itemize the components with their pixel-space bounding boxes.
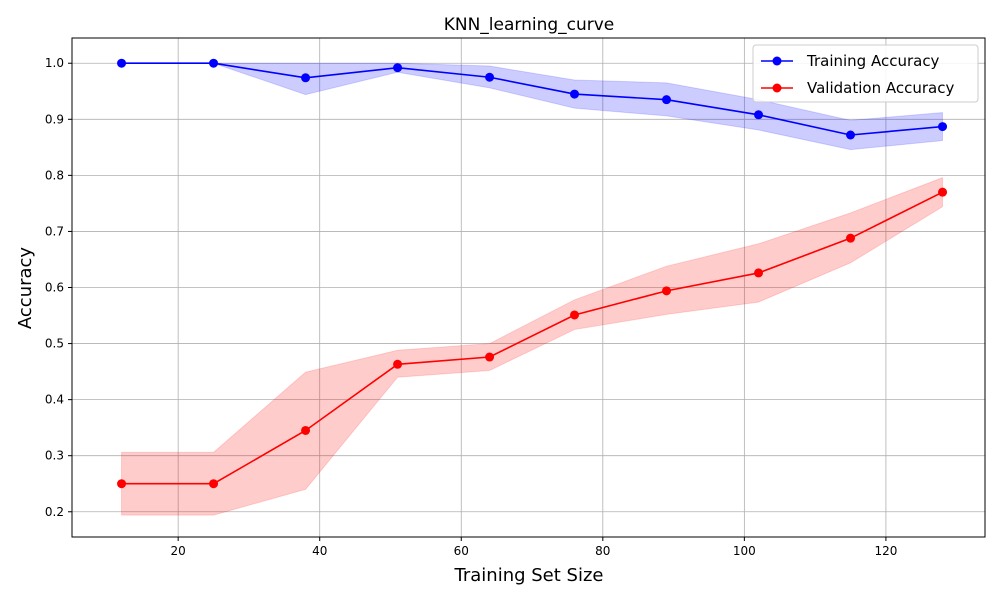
x-tick-label: 100 [733, 544, 756, 558]
legend-marker [772, 56, 782, 66]
series-1-point [754, 268, 764, 278]
legend-marker [772, 83, 782, 93]
series-0-line [121, 62, 943, 136]
y-tick-label: 0.6 [45, 281, 64, 295]
y-tick-label: 0.7 [45, 224, 64, 238]
series-1-band [121, 176, 944, 516]
series-1-point [301, 425, 311, 435]
series-0-point [570, 89, 580, 99]
series-0-point [393, 63, 403, 73]
legend-label: Training Accuracy [806, 52, 940, 70]
series-0-point [209, 58, 219, 68]
legend-label: Validation Accuracy [807, 79, 954, 97]
series-0-point [662, 95, 672, 105]
y-axis-label: Accuracy [15, 247, 36, 330]
series-1-point [485, 352, 495, 362]
legend: Training Accuracy Validation Accuracy [752, 44, 979, 103]
x-tick-label: 80 [595, 544, 610, 558]
series-0-point [938, 122, 948, 132]
x-tick-label: 120 [874, 544, 897, 558]
series-1-point [846, 233, 856, 243]
series-0-point [754, 110, 764, 120]
legend-box [752, 44, 979, 103]
series-1-point [117, 479, 127, 489]
x-tick-label: 60 [454, 544, 469, 558]
x-tick-label: 20 [171, 544, 186, 558]
chart-title: KNN_learning_curve [444, 15, 615, 35]
series-1-point [938, 187, 948, 197]
series-1-point [393, 359, 403, 369]
y-tick-label: 0.5 [45, 337, 64, 351]
plot-area: 20 40 60 80 100 120 0.2 0.3 0.4 0.5 0.6 0.7 0.8 0.9 1.… [45, 37, 986, 558]
x-axis-label: Training Set Size [454, 565, 604, 586]
y-tick-label: 0.2 [45, 505, 64, 519]
x-tick-label: 40 [312, 544, 327, 558]
series-1-point [209, 479, 219, 489]
y-tick-label: 0.4 [45, 393, 64, 407]
series-1-point [662, 286, 672, 296]
series-0-point [485, 72, 495, 82]
series-1-line [121, 191, 943, 485]
series-1-point [570, 310, 580, 320]
y-tick-label: 0.3 [45, 449, 64, 463]
y-tick-label: 0.8 [45, 168, 64, 182]
y-tick-label: 1.0 [45, 56, 64, 70]
series-0-point [117, 58, 127, 68]
y-tick-label: 0.9 [45, 112, 64, 126]
series-0-point [301, 73, 311, 83]
series-0-point [846, 130, 856, 140]
